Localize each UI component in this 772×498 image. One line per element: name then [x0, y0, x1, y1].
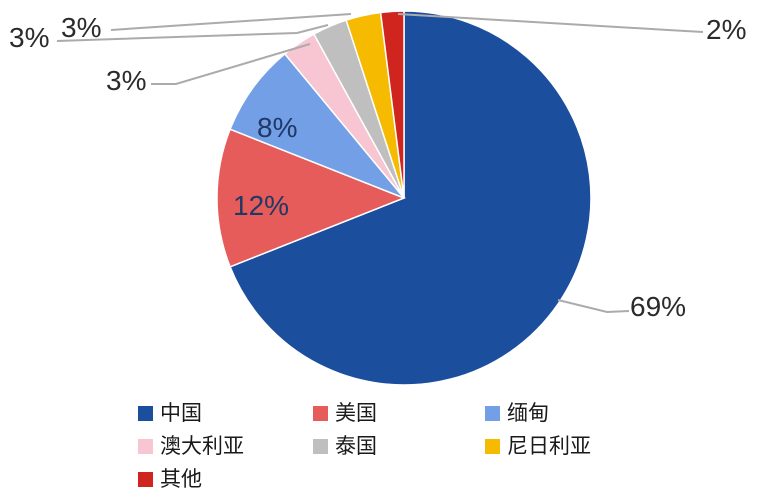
pct-label-usa: 12%: [233, 190, 290, 221]
leader-line-nigeria: [110, 13, 352, 31]
pie-slice-usa: [216, 128, 407, 268]
leader-line-australia: [151, 43, 311, 85]
legend-label-thailand: 泰国: [335, 435, 377, 458]
leader-line-other: [397, 13, 704, 33]
leader-line-china: [557, 299, 630, 314]
pie-slice-china: [229, 10, 592, 386]
legend-label-usa: 美国: [335, 402, 377, 425]
pie-slice-myanmar: [229, 52, 405, 199]
legend-swatch-thailand: [313, 439, 328, 454]
legend-swatch-australia: [138, 439, 153, 454]
pct-label-other: 2%: [706, 14, 747, 45]
legend-label-china: 中国: [160, 402, 202, 425]
legend-label-nigeria: 尼日利亚: [507, 435, 591, 458]
legend-item-nigeria: 尼日利亚: [485, 434, 705, 459]
legend-item-other: 其他: [138, 467, 313, 492]
legend-item-usa: 美国: [313, 401, 485, 426]
pie-slice-other: [379, 10, 405, 199]
legend-swatch-other: [138, 472, 153, 487]
legend-label-myanmar: 缅甸: [507, 402, 549, 425]
legend-swatch-myanmar: [485, 406, 500, 421]
legend-item-myanmar: 缅甸: [485, 401, 705, 426]
legend-swatch-usa: [313, 406, 328, 421]
pct-label-myanmar: 8%: [257, 112, 298, 143]
legend-item-australia: 澳大利亚: [138, 434, 313, 459]
chart-legend: 中国 美国 缅甸 澳大利亚 泰国 尼日利亚 其他: [138, 401, 705, 492]
leader-line-thailand: [56, 24, 329, 42]
pct-label-thailand: 3%: [9, 22, 50, 53]
pct-label-australia: 3%: [106, 65, 147, 96]
pct-label-china: 69%: [630, 291, 687, 322]
legend-swatch-nigeria: [485, 439, 500, 454]
legend-label-australia: 澳大利亚: [160, 435, 244, 458]
legend-swatch-china: [138, 406, 153, 421]
pct-label-nigeria: 3%: [61, 12, 102, 43]
legend-item-china: 中国: [138, 401, 313, 426]
legend-item-thailand: 泰国: [313, 434, 485, 459]
legend-label-other: 其他: [160, 468, 202, 491]
